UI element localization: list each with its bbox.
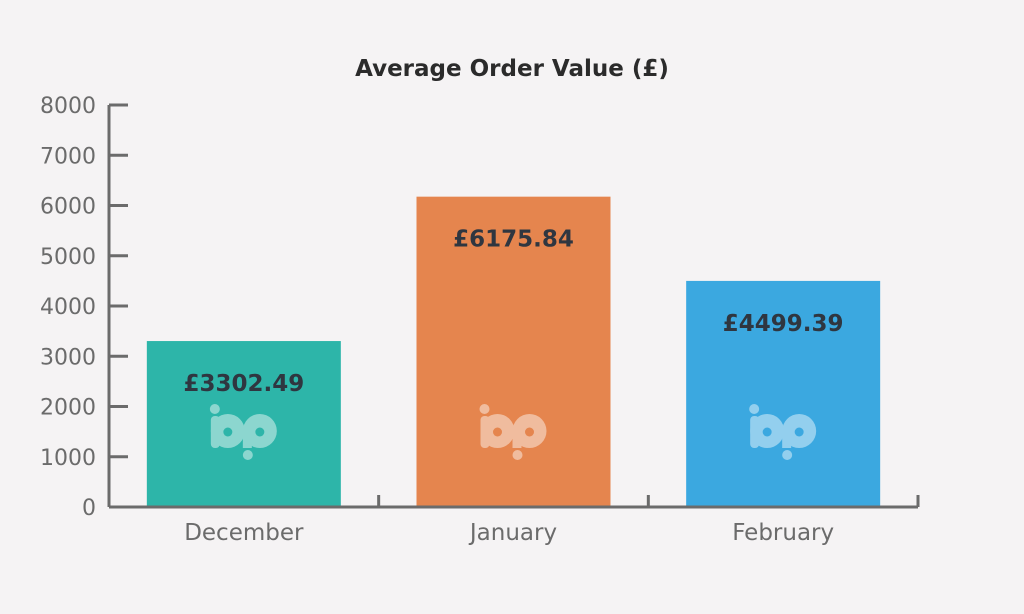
bar-january bbox=[416, 196, 611, 507]
bars: £3302.49 £6175.84 £4499.39 bbox=[146, 196, 881, 507]
y-tick-label: 3000 bbox=[40, 345, 96, 370]
y-tick-label: 2000 bbox=[40, 396, 96, 421]
y-tick-label: 7000 bbox=[40, 144, 96, 169]
y-tick-label: 8000 bbox=[40, 94, 96, 119]
bar-december bbox=[146, 341, 341, 507]
chart-title: Average Order Value (£) bbox=[355, 56, 669, 82]
bp-logo-icon bbox=[479, 404, 547, 460]
y-tick-label: 0 bbox=[82, 496, 96, 521]
x-axis: December January February bbox=[109, 495, 920, 546]
x-tick-label: January bbox=[468, 520, 557, 546]
y-tick-label: 6000 bbox=[40, 195, 96, 220]
x-tick-label: December bbox=[184, 520, 304, 546]
bp-logo-icon bbox=[749, 404, 817, 460]
y-tick-label: 1000 bbox=[40, 446, 96, 471]
bar-value-label: £3302.49 bbox=[183, 371, 304, 397]
y-tick-label: 4000 bbox=[40, 295, 96, 320]
y-axis: 0 1000 2000 3000 4000 5000 6000 7000 8000 bbox=[40, 94, 128, 521]
bar-value-label: £6175.84 bbox=[453, 227, 574, 253]
bar-value-label: £4499.39 bbox=[723, 311, 844, 337]
y-tick-label: 5000 bbox=[40, 245, 96, 270]
bar-february bbox=[686, 280, 881, 507]
bp-logo-icon bbox=[209, 404, 277, 460]
x-tick-label: February bbox=[732, 520, 834, 546]
